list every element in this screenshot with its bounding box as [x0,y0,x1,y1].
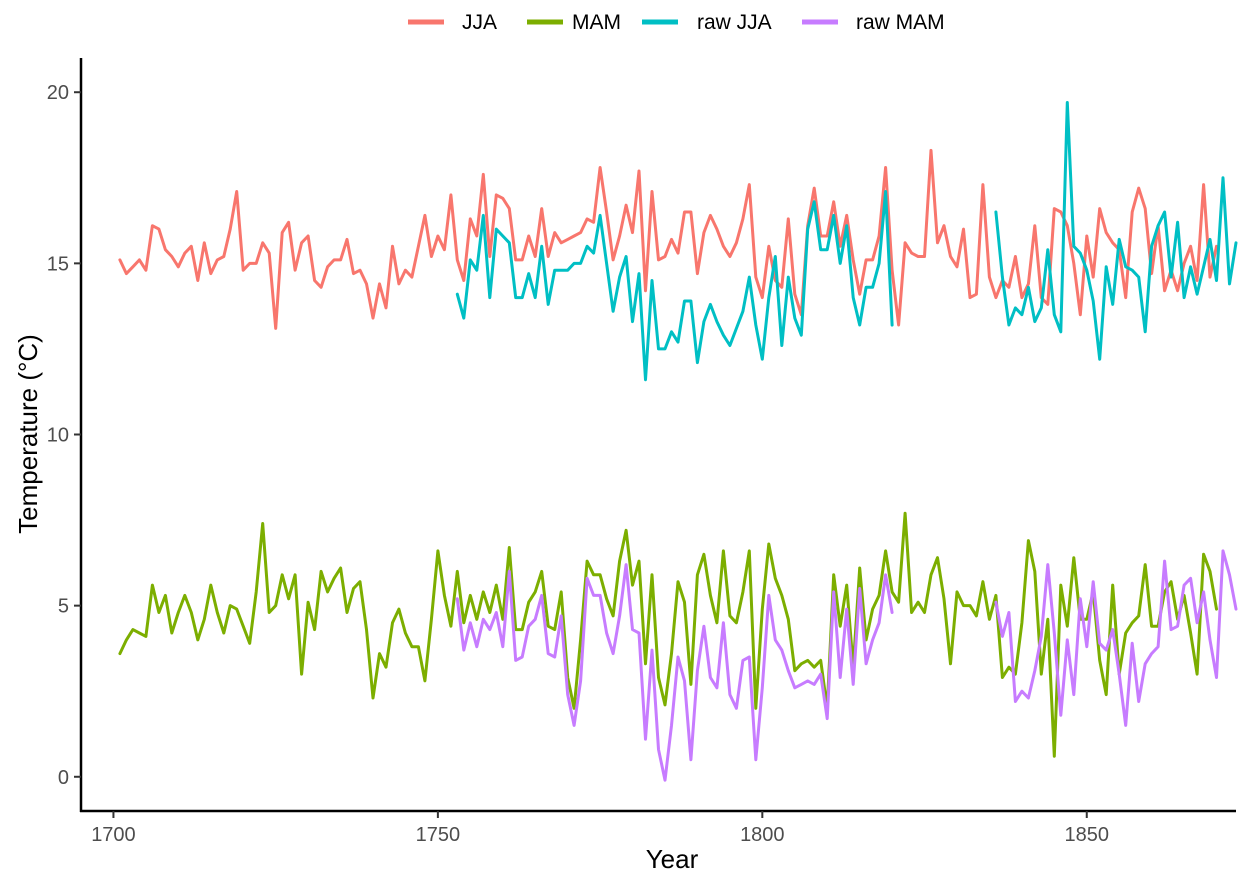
series-line-mam [118,511,1218,758]
x-tick-label: 1700 [91,824,136,846]
x-axis-ticks: 1700 1750 1800 1850 [91,811,1109,846]
legend-item-mam: MAM [527,11,621,34]
plot-area [118,101,1238,782]
legend-label-jja: JJA [462,11,497,34]
y-axis-ticks: 0 5 10 15 20 [47,82,81,789]
y-tick-label: 0 [58,767,69,789]
y-tick-label: 15 [47,253,69,275]
legend-item-raw-jja: raw JJA [642,11,772,34]
legend-item-raw-mam: raw MAM [802,11,945,34]
legend-label-raw-jja: raw JJA [697,11,772,34]
series-line-jja [118,148,1218,330]
series-layer [118,101,1238,782]
legend-label-raw-mam: raw MAM [856,11,945,34]
legend-label-mam: MAM [572,11,621,34]
y-axis-title: Temperature (°C) [13,334,43,534]
y-tick-label: 20 [47,82,69,104]
x-tick-label: 1750 [416,824,461,846]
y-tick-label: 5 [58,596,69,618]
x-tick-label: 1800 [740,824,785,846]
x-axis-title: Year [646,844,699,873]
series-line-raw-jja [455,101,1238,382]
x-tick-label: 1850 [1065,824,1110,846]
legend-item-jja: JJA [408,11,497,34]
y-tick-label: 10 [47,425,69,447]
series-line-raw-mam [455,549,1238,782]
legend: JJA MAM raw JJA raw MAM [408,11,945,34]
